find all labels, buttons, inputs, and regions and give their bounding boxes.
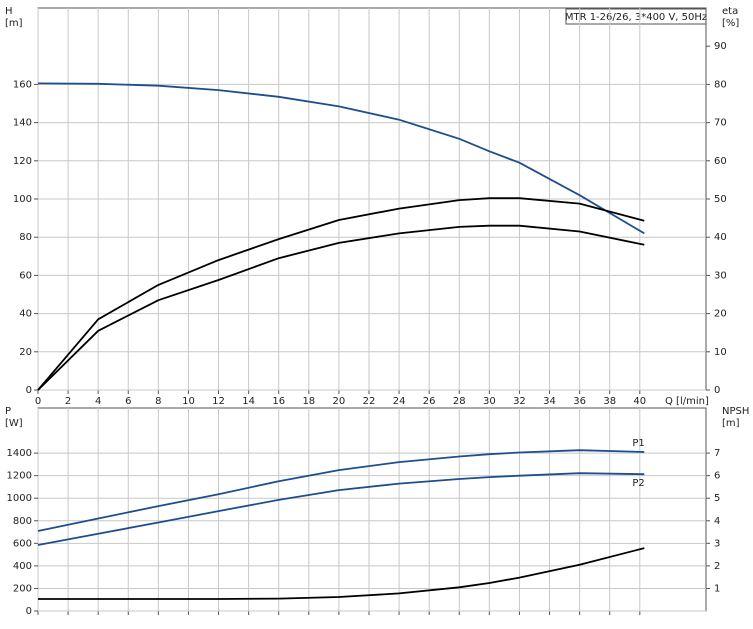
y-axis-label: H (5, 6, 13, 17)
y-tick-label: 400 (13, 561, 32, 572)
x-tick-label: 26 (423, 396, 436, 407)
y-tick-label: 800 (13, 516, 32, 527)
x-tick-label: 16 (272, 396, 285, 407)
y2-tick-label: 2 (714, 561, 720, 572)
y-tick-label: 80 (19, 232, 32, 243)
y-tick-label: 1000 (7, 493, 32, 504)
x-tick-label: 36 (573, 396, 586, 407)
y2-tick-label: 30 (714, 270, 727, 281)
y-tick-label: 120 (13, 156, 32, 167)
y2-tick-label: 3 (714, 538, 720, 549)
y2-tick-label: 40 (714, 232, 727, 243)
y-tick-label: 0 (26, 606, 32, 617)
y2-tick-label: 70 (714, 118, 727, 129)
y-tick-label: 600 (13, 538, 32, 549)
x-tick-label: 24 (393, 396, 406, 407)
x-tick-label: 10 (182, 396, 195, 407)
chart-title: MTR 1-26/26, 3*400 V, 50Hz (565, 12, 707, 23)
y-tick-label: 100 (13, 194, 32, 205)
y-tick-label: 160 (13, 79, 32, 90)
y-tick-label: 200 (13, 583, 32, 594)
y2-tick-label: 6 (714, 471, 720, 482)
y2-axis-label: [m] (722, 418, 740, 429)
y-tick-label: 1400 (7, 448, 32, 459)
y2-axis-label: NPSH (722, 406, 749, 417)
x-tick-label: 22 (363, 396, 376, 407)
x-tick-label: 20 (333, 396, 346, 407)
x-tick-label: 6 (125, 396, 131, 407)
curve (37, 82, 645, 235)
x-tick-label: 38 (603, 396, 616, 407)
y-tick-label: 60 (19, 270, 32, 281)
y2-axis-label: [%] (722, 18, 739, 29)
y2-tick-label: 60 (714, 156, 727, 167)
x-tick-label: 18 (302, 396, 315, 407)
y-tick-label: 140 (13, 118, 32, 129)
y2-tick-label: 4 (714, 516, 720, 527)
y2-axis-label: eta (722, 6, 738, 17)
y2-tick-label: 50 (714, 194, 727, 205)
x-tick-label: 32 (513, 396, 526, 407)
x-axis-label: Q [l/min] (665, 396, 709, 407)
y2-tick-label: 10 (714, 347, 727, 358)
x-tick-label: 28 (453, 396, 466, 407)
x-tick-label: 12 (212, 396, 225, 407)
curve (37, 472, 645, 546)
y-tick-label: 20 (19, 347, 32, 358)
y-tick-label: 0 (26, 385, 32, 396)
x-tick-label: 0 (35, 396, 41, 407)
y-tick-label: 40 (19, 309, 32, 320)
x-tick-label: 14 (242, 396, 255, 407)
x-tick-label: 30 (483, 396, 496, 407)
curve (38, 547, 645, 600)
y-axis-label: [W] (5, 418, 23, 429)
curve (37, 449, 645, 532)
x-tick-label: 34 (543, 396, 556, 407)
x-tick-label: 2 (65, 396, 71, 407)
y-tick-label: 1200 (7, 471, 32, 482)
curve (37, 197, 645, 391)
y2-tick-label: 1 (714, 583, 720, 594)
y2-tick-label: 90 (714, 41, 727, 52)
y-axis-label: [m] (5, 18, 23, 29)
x-tick-label: 8 (155, 396, 161, 407)
y2-tick-label: 7 (714, 448, 720, 459)
y2-tick-label: 20 (714, 309, 727, 320)
x-tick-label: 40 (633, 396, 646, 407)
y2-tick-label: 80 (714, 79, 727, 90)
y-axis-label: P (5, 406, 11, 417)
y2-tick-label: 5 (714, 493, 720, 504)
series-label: P2 (632, 478, 644, 489)
y2-tick-label: 0 (714, 385, 720, 396)
series-label: P1 (632, 438, 644, 449)
curve (37, 224, 645, 391)
x-tick-label: 4 (95, 396, 101, 407)
